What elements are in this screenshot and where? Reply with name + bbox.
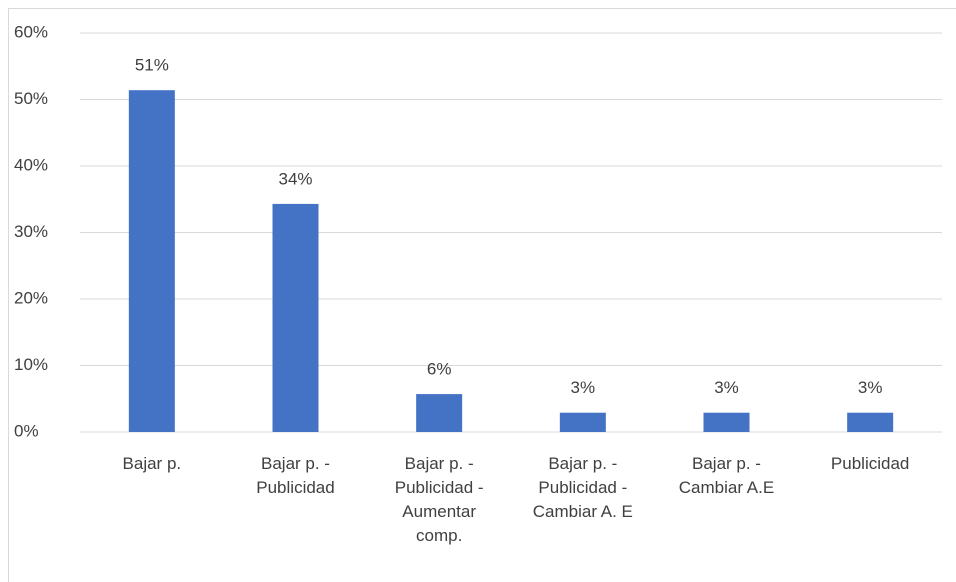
- y-tick-label: 0%: [14, 421, 39, 440]
- x-tick-label: Bajar p. - Publicidad - Cambiar A. E: [532, 454, 633, 521]
- chart-border: [8, 8, 956, 582]
- data-label: 3%: [714, 378, 739, 397]
- data-label: 6%: [427, 360, 452, 379]
- data-label: 34%: [278, 169, 312, 188]
- bar: [847, 412, 894, 432]
- y-tick-label: 10%: [14, 355, 48, 374]
- data-label: 51%: [135, 56, 169, 75]
- y-tick-label: 20%: [14, 288, 48, 307]
- data-label: 3%: [858, 378, 883, 397]
- x-tick-label: Bajar p. - Publicidad: [256, 454, 335, 497]
- bar: [272, 203, 319, 432]
- x-tick-label: Bajar p. - Cambiar A.E: [678, 454, 775, 497]
- bar: [703, 412, 750, 432]
- x-tick-label: Bajar p. - Publicidad - Aumentar comp.: [394, 454, 484, 545]
- y-tick-label: 30%: [14, 222, 48, 241]
- y-tick-label: 60%: [14, 22, 48, 41]
- bar: [416, 394, 463, 432]
- y-tick-label: 50%: [14, 89, 48, 108]
- data-label: 3%: [571, 378, 596, 397]
- y-tick-label: 40%: [14, 155, 48, 174]
- bar: [559, 412, 606, 432]
- x-tick-label: Bajar p.: [122, 454, 182, 473]
- x-tick-label: Publicidad: [830, 454, 910, 473]
- bar: [128, 90, 175, 432]
